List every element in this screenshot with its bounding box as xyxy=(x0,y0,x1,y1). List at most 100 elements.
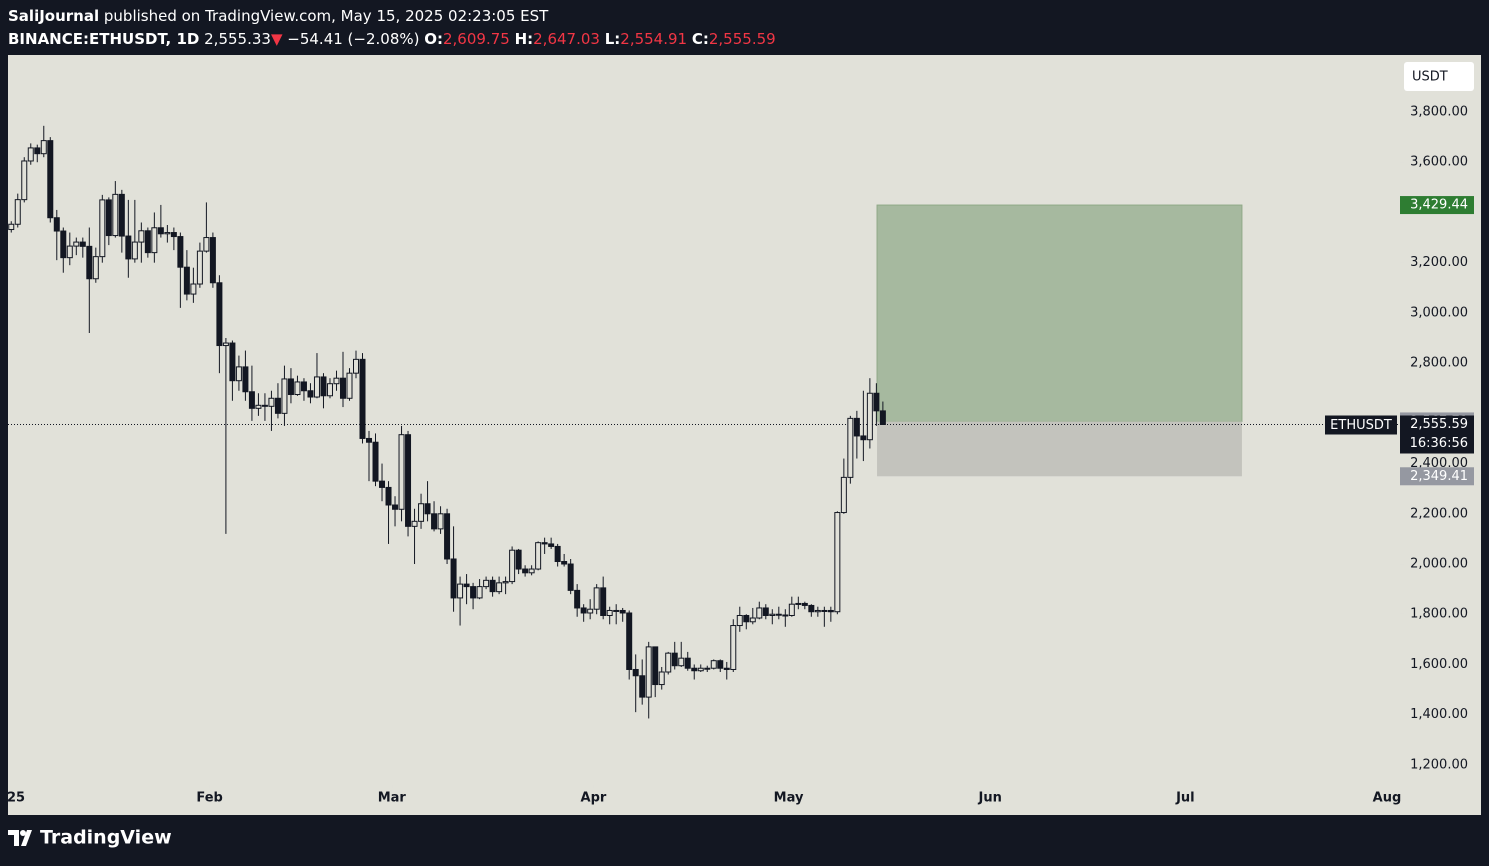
y-tick-label: 2,200.00 xyxy=(1410,506,1468,521)
candle-body xyxy=(183,266,190,295)
candle-body xyxy=(645,646,652,698)
candle-body xyxy=(196,250,203,285)
candle-body xyxy=(808,604,815,613)
candle-body xyxy=(548,543,555,547)
candle-body xyxy=(385,486,392,506)
legend-value: 2,554.91 xyxy=(620,30,687,48)
current-price-label: 2,555.59 xyxy=(1410,417,1468,432)
candle-body xyxy=(190,283,197,295)
candle-body xyxy=(463,583,470,588)
candle-body xyxy=(418,503,425,522)
candle-body xyxy=(339,377,346,399)
candle-body xyxy=(79,241,86,247)
candle-body xyxy=(626,612,633,670)
candle-body xyxy=(769,613,776,616)
published: published on TradingView.com, May 15, 20… xyxy=(104,7,549,25)
candle-body xyxy=(203,237,210,252)
candle-body xyxy=(483,579,490,588)
legend-value: 2,555.59 xyxy=(709,30,776,48)
x-tick-label: May xyxy=(774,791,804,806)
candle-body xyxy=(717,660,724,669)
stop-badge xyxy=(1400,467,1474,486)
y-tick-label: 3,000.00 xyxy=(1410,305,1468,320)
chart-pane xyxy=(8,55,1481,815)
author: SaliJournal xyxy=(8,7,99,25)
candle-body xyxy=(261,404,268,407)
legend-value: 2,647.03 xyxy=(533,30,600,48)
candle-body xyxy=(704,667,711,670)
candle-body xyxy=(827,609,834,613)
candle-body xyxy=(73,241,80,247)
target-label: 3,429.44 xyxy=(1410,198,1468,213)
legend-key: L: xyxy=(605,30,621,48)
current-badge xyxy=(1400,415,1474,454)
candle-body xyxy=(437,513,444,530)
currency-box[interactable] xyxy=(1404,62,1474,91)
candle-body xyxy=(86,245,93,280)
countdown: 16:36:56 xyxy=(1410,436,1468,451)
x-tick-label: Aug xyxy=(1373,791,1402,806)
candle-body xyxy=(567,563,574,591)
candle-body xyxy=(99,199,106,258)
candle-body xyxy=(678,657,685,667)
candle-body xyxy=(632,668,639,677)
candle-body xyxy=(450,558,457,599)
candle-body xyxy=(405,434,412,527)
candle-body xyxy=(515,549,522,570)
candle-body xyxy=(47,140,54,219)
candle-body xyxy=(879,410,886,425)
candle-body xyxy=(34,147,41,155)
candle-body xyxy=(587,608,594,614)
candle-body xyxy=(554,545,561,563)
candle-body xyxy=(255,404,262,409)
candle-body xyxy=(749,617,756,623)
symbol-badge xyxy=(1325,415,1397,435)
candle-body xyxy=(53,217,60,232)
candle-body xyxy=(821,609,828,612)
y-tick-label: 3,800.00 xyxy=(1410,105,1468,120)
candle-body xyxy=(21,160,28,201)
candle-body xyxy=(105,199,112,237)
candle-body xyxy=(619,609,626,614)
x-tick-label: Jun xyxy=(978,791,1002,806)
candle-body xyxy=(424,503,431,515)
candle-body xyxy=(300,381,307,392)
last-price: 2,555.33 xyxy=(204,30,271,48)
candle-body xyxy=(600,587,607,616)
candle-body xyxy=(762,607,769,616)
candle-body xyxy=(580,607,587,614)
y-tick-label: 1,400.00 xyxy=(1410,707,1468,722)
y-tick-label: 2,800.00 xyxy=(1410,356,1468,371)
candle-body xyxy=(242,366,249,393)
candle-body xyxy=(613,609,620,612)
symbol-tag: ETHUSDT xyxy=(1330,418,1392,433)
candle-body xyxy=(131,241,138,260)
candle-body xyxy=(866,392,873,441)
candle-body xyxy=(151,227,158,254)
candle-body xyxy=(431,513,438,530)
candle-body xyxy=(40,140,47,155)
candle-body xyxy=(801,602,808,606)
candle-body xyxy=(8,223,15,231)
logo-dot xyxy=(20,830,26,836)
stop-zone xyxy=(877,421,1242,477)
candle-body xyxy=(118,193,125,237)
candle-body xyxy=(743,614,750,623)
ohlc-legend: O:2,609.75 H:2,647.03 L:2,554.91 C:2,555… xyxy=(424,30,775,48)
target-badge xyxy=(1400,196,1474,215)
candle-body xyxy=(665,652,672,673)
candle-body xyxy=(138,230,145,243)
candle-body xyxy=(509,549,516,583)
candle-body xyxy=(287,378,294,396)
candle-body xyxy=(795,602,802,605)
candle-body xyxy=(736,614,743,627)
legend-value: 2,609.75 xyxy=(443,30,510,48)
stop-label: 2,349.41 xyxy=(1410,469,1468,484)
candle-body xyxy=(541,542,548,545)
candle-body xyxy=(860,435,867,441)
symbol: BINANCE:ETHUSDT, 1D xyxy=(8,30,199,48)
candle-body xyxy=(606,609,613,616)
candle-body xyxy=(366,437,373,443)
y-tick-label: 1,800.00 xyxy=(1410,607,1468,622)
